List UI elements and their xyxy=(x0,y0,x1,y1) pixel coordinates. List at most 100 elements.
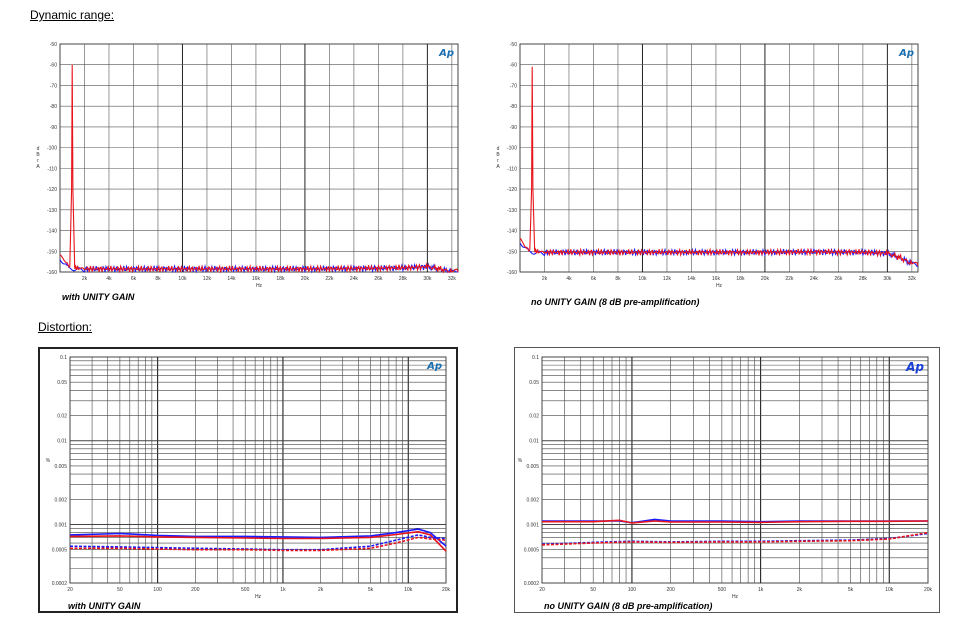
x-tick-label: 20 xyxy=(67,587,73,593)
y-tick-label: 0.002 xyxy=(526,497,539,503)
chart-caption: with UNITY GAIN xyxy=(62,292,135,302)
plot-area xyxy=(541,356,929,584)
x-tick-label: 4k xyxy=(566,276,572,282)
x-tick-label: 24k xyxy=(810,276,819,282)
x-tick-label: 28k xyxy=(399,276,408,282)
x-tick-label: 20 xyxy=(539,587,545,593)
y-tick-label: -50 xyxy=(50,42,57,48)
x-tick-label: 28k xyxy=(859,276,868,282)
y-tick-label: 0.05 xyxy=(57,380,67,386)
chart-svg: 0.1 0.05 0.02 0.01 0.005 0.002 0.001 0.0005 0.00… xyxy=(518,355,933,600)
x-tick-label: 26k xyxy=(374,276,383,282)
y-tick-label: 0.0002 xyxy=(52,581,68,587)
grid xyxy=(70,357,446,583)
x-tick-label: 16k xyxy=(252,276,261,282)
series-line xyxy=(69,528,447,547)
y-tick-label: -130 xyxy=(47,208,57,214)
grid xyxy=(60,44,458,272)
y-tick-label: -60 xyxy=(510,63,517,69)
ap-logo: Ap xyxy=(898,48,914,59)
x-tick-label: 20k xyxy=(924,587,933,593)
x-tick-label: 5k xyxy=(848,587,854,593)
y-tick-label: 0.01 xyxy=(529,439,539,445)
distortion-no-unity-chart: 0.1 0.05 0.02 0.01 0.005 0.002 0.001 0.0005 0.00… xyxy=(516,349,938,611)
y-tick-label: -140 xyxy=(507,229,517,235)
x-tick-label: 10k xyxy=(404,587,413,593)
y-tick-label: 0.005 xyxy=(526,464,539,470)
y-tick-label: -130 xyxy=(507,208,517,214)
distortion-heading: Distortion: xyxy=(38,320,93,334)
y-tick-label: -120 xyxy=(507,187,517,193)
x-tick-label: 18k xyxy=(276,276,285,282)
x-axis-label: Hz xyxy=(716,283,723,289)
series-line xyxy=(541,531,929,546)
x-tick-label: 8k xyxy=(155,276,161,282)
y-tick-label: 0.1 xyxy=(60,355,67,361)
y-tick-label: -110 xyxy=(507,166,517,172)
x-tick-label: 2k xyxy=(318,587,324,593)
x-tick-label: 12k xyxy=(663,276,672,282)
x-tick-label: 30k xyxy=(883,276,892,282)
x-tick-label: 100 xyxy=(628,587,637,593)
grid xyxy=(520,44,918,272)
x-tick-label: 26k xyxy=(834,276,843,282)
y-tick-label: -50 xyxy=(510,42,517,48)
x-tick-label: 32k xyxy=(908,276,917,282)
x-tick-label: 20k xyxy=(442,587,451,593)
y-tick-label: -150 xyxy=(507,249,517,255)
x-tick-label: 18k xyxy=(736,276,745,282)
x-tick-label: 20k xyxy=(761,276,770,282)
y-tick-label: -90 xyxy=(510,125,517,131)
x-tick-label: 14k xyxy=(227,276,236,282)
x-tick-label: 30k xyxy=(423,276,432,282)
y-tick-label: 0.0005 xyxy=(52,548,68,554)
y-tick-label: 0.02 xyxy=(529,414,539,420)
grid xyxy=(542,357,928,583)
y-tick-label: -70 xyxy=(50,83,57,89)
y-tick-label: -100 xyxy=(47,146,57,152)
y-tick-label: 0.0002 xyxy=(524,581,540,587)
y-tick-label: -70 xyxy=(510,83,517,89)
chart-svg: -50 -60 -70 -80 -90 -100 -110 -120 -130 -140 -150 -… xyxy=(496,42,919,289)
x-tick-label: 20k xyxy=(301,276,310,282)
x-tick-label: 5k xyxy=(368,587,374,593)
series-line xyxy=(519,66,919,266)
x-tick-label: 10k xyxy=(638,276,647,282)
x-tick-label: 500 xyxy=(718,587,727,593)
y-tick-label: 0.1 xyxy=(532,355,539,361)
x-tick-label: 6k xyxy=(131,276,137,282)
y-tick-label: 0.002 xyxy=(54,497,67,503)
x-axis-label: Hz xyxy=(732,594,739,600)
x-tick-label: 16k xyxy=(712,276,721,282)
x-tick-label: 200 xyxy=(666,587,675,593)
chart-svg: -50 -60 -70 -80 -90 -100 -110 -120 -130 -140 -150 -… xyxy=(36,42,459,289)
y-tick-label: -100 xyxy=(507,146,517,152)
y-tick-label: 0.05 xyxy=(529,380,539,386)
x-tick-label: 2k xyxy=(542,276,548,282)
x-tick-label: 2k xyxy=(797,587,803,593)
y-axis-label: % xyxy=(46,458,51,464)
x-tick-label: 50 xyxy=(117,587,123,593)
ap-logo: Ap xyxy=(426,361,442,372)
y-tick-label: 0.0005 xyxy=(524,548,540,554)
x-axis-label: Hz xyxy=(256,283,263,289)
x-axis-label: Hz xyxy=(255,594,262,600)
plot-area xyxy=(59,43,459,273)
y-tick-label: -120 xyxy=(47,187,57,193)
ap-logo: Ap xyxy=(438,48,454,59)
y-tick-label: 0.005 xyxy=(54,464,67,470)
chart-caption: with UNITY GAIN xyxy=(68,601,141,611)
x-tick-label: 200 xyxy=(191,587,200,593)
plot-area xyxy=(69,356,447,584)
x-tick-label: 12k xyxy=(203,276,212,282)
x-tick-label: 32k xyxy=(448,276,457,282)
chart-caption: no UNITY GAIN (8 dB pre-amplification) xyxy=(544,601,713,611)
y-tick-label: -160 xyxy=(47,270,57,276)
x-tick-label: 500 xyxy=(241,587,250,593)
x-tick-label: 6k xyxy=(591,276,597,282)
x-tick-label: 14k xyxy=(687,276,696,282)
dynamic-range-heading: Dynamic range: xyxy=(30,8,115,22)
y-tick-label: 0.01 xyxy=(57,439,67,445)
